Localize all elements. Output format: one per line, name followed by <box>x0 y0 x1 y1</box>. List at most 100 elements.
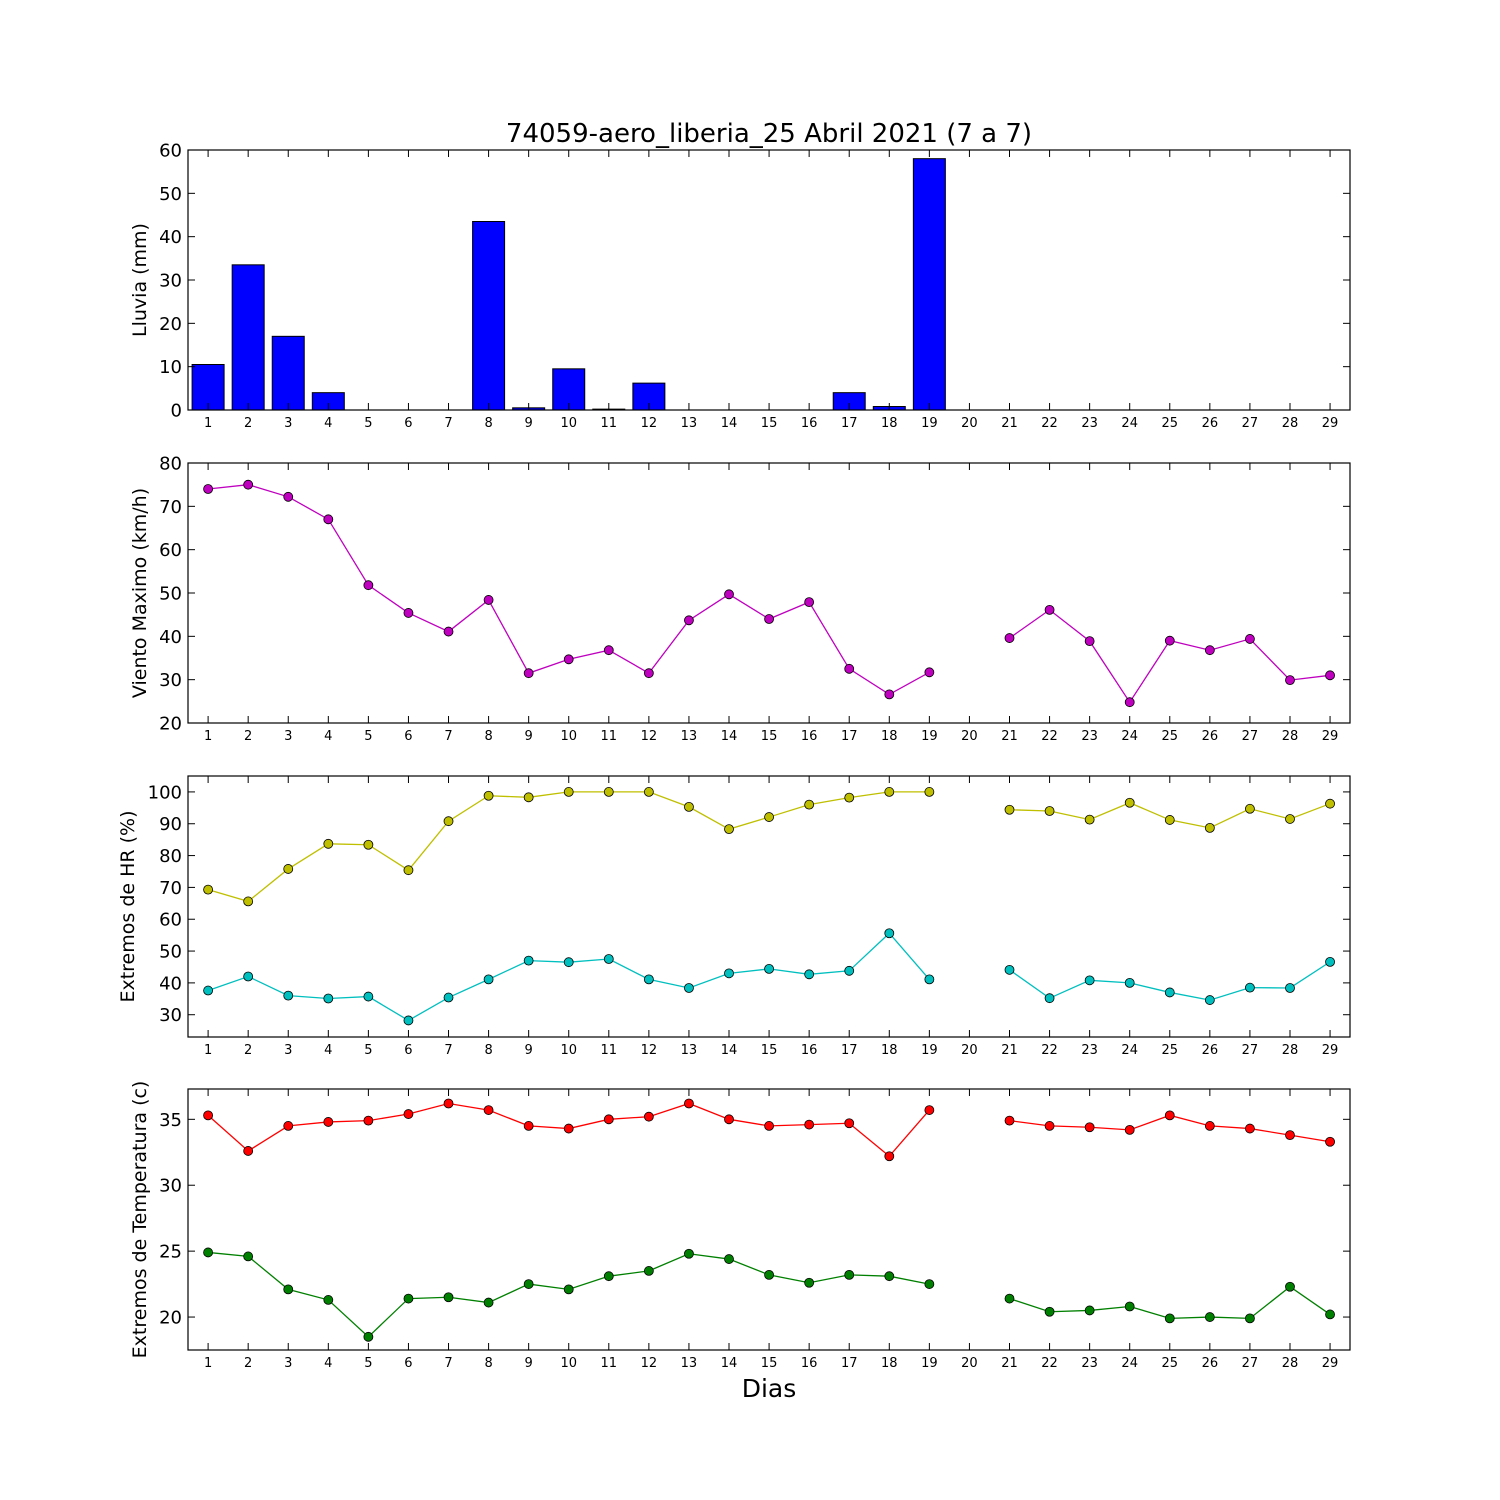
y-tick-label: 30 <box>159 670 182 691</box>
y-tick-label: 30 <box>159 1005 182 1026</box>
data-point <box>563 1123 574 1134</box>
data-point <box>1285 1130 1295 1141</box>
data-point <box>764 1269 774 1280</box>
x-tick-label: 20 <box>961 729 978 744</box>
y-tick-label: 20 <box>159 314 182 335</box>
x-tick-label: 3 <box>284 416 292 431</box>
y-tick-label: 90 <box>159 814 182 835</box>
y-axis-label: Extremos de Temperatura (c) <box>129 1081 151 1359</box>
data-point <box>603 787 614 797</box>
x-tick-label: 17 <box>841 1356 858 1371</box>
x-tick-label: 25 <box>1162 416 1179 431</box>
data-point <box>1325 956 1335 967</box>
x-tick-label: 26 <box>1202 1356 1219 1371</box>
x-tick-label: 10 <box>560 729 577 744</box>
x-tick-label: 2 <box>244 1356 252 1371</box>
bar <box>231 264 265 411</box>
x-tick-label: 12 <box>641 729 658 744</box>
data-point <box>363 1331 374 1342</box>
data-point <box>844 1118 855 1129</box>
x-tick-label: 22 <box>1041 729 1058 744</box>
x-axis-label: Dias <box>742 1374 797 1403</box>
x-tick-label: 26 <box>1202 1043 1219 1058</box>
x-tick-label: 11 <box>601 1043 618 1058</box>
x-tick-label: 1 <box>204 1356 212 1371</box>
data-point <box>724 824 734 835</box>
x-tick-label: 14 <box>721 416 738 431</box>
data-point <box>924 1105 935 1115</box>
data-point <box>684 1098 694 1109</box>
data-point <box>283 1284 294 1295</box>
x-tick-label: 9 <box>525 729 533 744</box>
data-point <box>804 799 815 810</box>
data-point <box>1285 814 1295 824</box>
y-tick-label: 50 <box>159 584 182 605</box>
data-point <box>1325 670 1335 681</box>
data-point <box>563 654 574 665</box>
x-tick-label: 27 <box>1242 1043 1259 1058</box>
x-tick-label: 28 <box>1282 1043 1299 1058</box>
x-tick-label: 2 <box>244 729 252 744</box>
data-point <box>243 1251 254 1262</box>
data-point <box>764 963 774 974</box>
x-tick-label: 28 <box>1282 416 1299 431</box>
x-tick-label: 18 <box>881 416 898 431</box>
data-point <box>1124 697 1135 708</box>
x-tick-label: 16 <box>801 1356 818 1371</box>
data-point <box>1245 803 1255 814</box>
data-point <box>884 928 895 939</box>
data-point <box>1124 1301 1135 1312</box>
x-tick-label: 5 <box>364 729 372 744</box>
x-tick-label: 11 <box>601 1356 618 1371</box>
x-tick-label: 3 <box>284 1043 292 1058</box>
series-line <box>1009 609 1331 704</box>
data-point <box>603 954 614 964</box>
y-tick-label: 40 <box>159 973 182 994</box>
x-tick-label: 28 <box>1282 1356 1299 1371</box>
x-tick-label: 19 <box>921 1356 938 1371</box>
x-tick-label: 2 <box>244 1043 252 1058</box>
x-tick-label: 19 <box>921 729 938 744</box>
data-point <box>643 974 654 985</box>
x-tick-label: 24 <box>1121 729 1138 744</box>
series-line <box>207 932 930 1022</box>
data-point <box>1044 1121 1055 1131</box>
y-axis-label: Viento Maximo (km/h) <box>129 488 151 698</box>
data-point <box>643 1111 654 1122</box>
x-tick-label: 6 <box>404 729 412 744</box>
data-point <box>323 993 334 1004</box>
data-point <box>443 626 454 637</box>
data-point <box>363 1115 374 1126</box>
data-point <box>1004 1293 1015 1304</box>
y-tick-label: 80 <box>159 846 182 867</box>
data-point <box>323 1295 334 1305</box>
y-tick-label: 70 <box>159 878 182 899</box>
data-point <box>243 971 254 982</box>
series-line <box>208 1251 930 1338</box>
data-point <box>203 484 214 494</box>
x-tick-label: 26 <box>1202 729 1219 744</box>
x-tick-label: 17 <box>841 416 858 431</box>
y-tick-label: 70 <box>159 497 182 518</box>
data-point <box>603 645 614 656</box>
x-tick-label: 19 <box>921 416 938 431</box>
x-tick-label: 15 <box>761 729 778 744</box>
x-tick-label: 24 <box>1121 1043 1138 1058</box>
data-point <box>563 957 574 968</box>
x-tick-label: 5 <box>364 1043 372 1058</box>
data-point <box>1285 675 1295 685</box>
data-point <box>523 1279 534 1289</box>
x-tick-label: 22 <box>1041 1356 1058 1371</box>
x-tick-label: 29 <box>1322 729 1339 744</box>
x-tick-label: 8 <box>484 1043 492 1058</box>
data-point <box>1004 633 1015 643</box>
x-tick-label: 16 <box>801 1043 818 1058</box>
x-tick-label: 13 <box>681 1356 698 1371</box>
y-tick-label: 35 <box>159 1110 182 1131</box>
data-point <box>483 595 494 605</box>
y-tick-label: 20 <box>159 714 182 735</box>
data-point <box>203 985 214 996</box>
data-point <box>724 1254 734 1264</box>
